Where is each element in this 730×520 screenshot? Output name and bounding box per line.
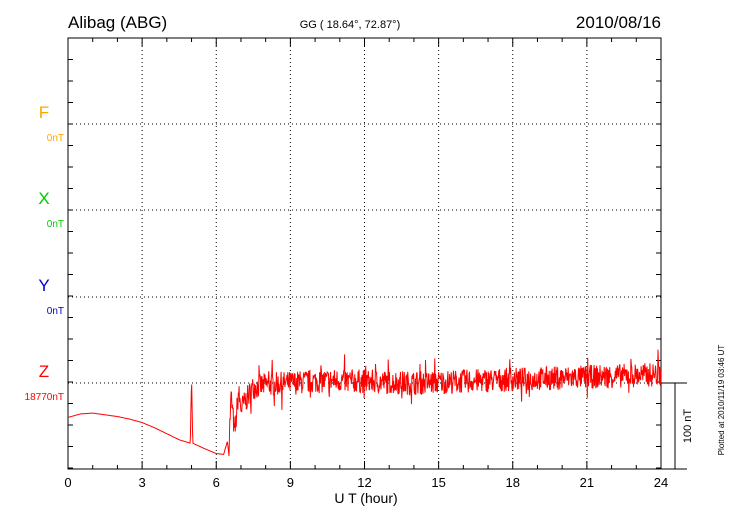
series-line-z — [67, 349, 662, 456]
x-tick-label: 0 — [64, 475, 71, 490]
component-baseline-f: 0nT — [47, 133, 64, 144]
x-tick-label: 9 — [287, 475, 294, 490]
x-tick-label: 12 — [357, 475, 371, 490]
x-tick-labels: 0 3 6 9 12 15 18 21 24 — [64, 475, 668, 490]
x-tick-label: 18 — [506, 475, 520, 490]
coords-label: GG ( 18.64°, 72.87°) — [300, 19, 401, 31]
scale-bar — [661, 382, 687, 470]
component-letter-f: F — [39, 103, 49, 122]
x-axis-label: U T (hour) — [334, 490, 397, 506]
component-baseline-y: 0nT — [47, 306, 64, 317]
x-tick-label: 24 — [654, 475, 668, 490]
component-letter-x: X — [38, 189, 49, 208]
component-letter-z: Z — [39, 362, 49, 381]
x-tick-label: 15 — [431, 475, 445, 490]
plotted-at-note: Plotted at 2010/11/19 03:46 UT — [717, 345, 726, 456]
x-tick-label: 6 — [213, 475, 220, 490]
component-labels: F 0nT X 0nT Y 0nT Z 18770nT — [25, 103, 64, 403]
x-tick-label: 3 — [139, 475, 146, 490]
x-tick-label: 21 — [580, 475, 594, 490]
scale-bar-label: 100 nT — [682, 409, 694, 444]
axis-ticks — [67, 38, 662, 469]
grid — [68, 38, 661, 469]
component-baseline-z: 18770nT — [25, 392, 64, 403]
component-baseline-x: 0nT — [47, 219, 64, 230]
date-label: 2010/08/16 — [576, 13, 661, 32]
station-title: Alibag (ABG) — [68, 13, 167, 32]
component-letter-y: Y — [38, 276, 49, 295]
